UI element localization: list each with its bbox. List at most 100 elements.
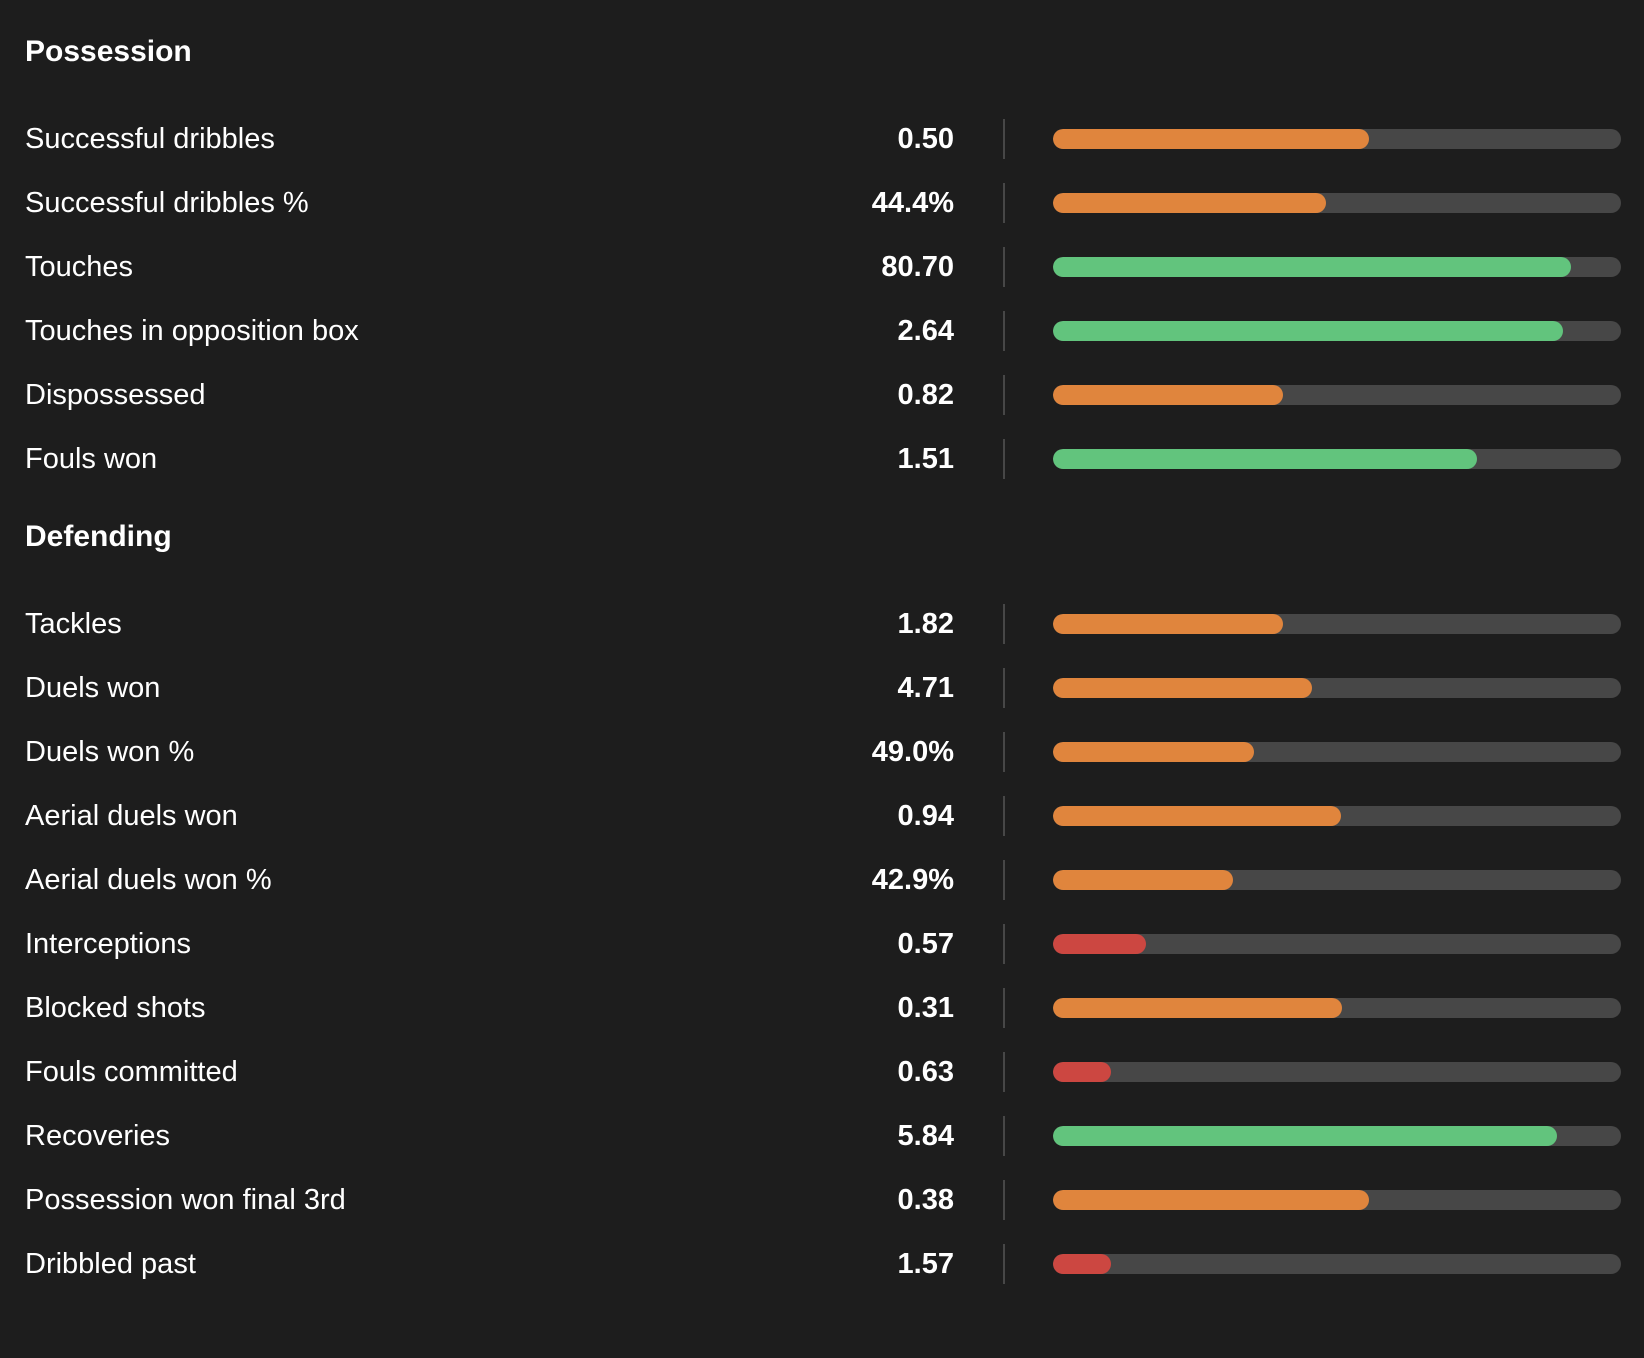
percentile-bar-fill-high xyxy=(1053,321,1564,341)
stat-label: Successful dribbles % xyxy=(25,187,309,219)
percentile-bar-track xyxy=(1053,614,1621,634)
stat-label: Fouls won xyxy=(25,443,158,475)
column-divider xyxy=(1003,1116,1005,1156)
stat-row-dribbled-past: Dribbled past 1.57 xyxy=(0,1232,1644,1296)
stat-label: Fouls committed xyxy=(25,1056,238,1088)
stat-label: Aerial duels won % xyxy=(25,864,272,896)
stat-row-blocked-shots: Blocked shots 0.31 xyxy=(0,976,1644,1040)
stat-value: 0.57 xyxy=(897,928,954,960)
stat-row-touches-in-opposition-box: Touches in opposition box 2.64 xyxy=(0,299,1644,363)
percentile-bar-fill-high xyxy=(1053,1126,1557,1146)
stat-label: Dribbled past xyxy=(25,1248,196,1280)
stat-value: 49.0% xyxy=(871,736,954,768)
percentile-bar-fill-mid xyxy=(1053,678,1312,698)
percentile-bar-track xyxy=(1053,870,1621,890)
stat-row-fouls-won: Fouls won 1.51 xyxy=(0,427,1644,491)
stat-row-fouls-committed: Fouls committed 0.63 xyxy=(0,1040,1644,1104)
section-title-defending: Defending xyxy=(25,520,172,553)
stat-label: Duels won xyxy=(25,672,161,704)
column-divider xyxy=(1003,1180,1005,1220)
percentile-bar-fill-high xyxy=(1053,449,1477,469)
stat-value: 4.71 xyxy=(897,672,954,704)
stat-value: 0.38 xyxy=(897,1184,954,1216)
stat-value: 1.51 xyxy=(897,443,954,475)
percentile-bar-fill-low xyxy=(1053,1062,1111,1082)
column-divider xyxy=(1003,796,1005,836)
stat-row-duels-won: Duels won 4.71 xyxy=(0,656,1644,720)
percentile-bar-track xyxy=(1053,193,1621,213)
stat-value: 5.84 xyxy=(897,1120,954,1152)
stat-value: 0.31 xyxy=(897,992,954,1024)
column-divider xyxy=(1003,924,1005,964)
stat-label: Possession won final 3rd xyxy=(25,1184,346,1216)
stat-value: 44.4% xyxy=(871,187,954,219)
column-divider xyxy=(1003,247,1005,287)
column-divider xyxy=(1003,732,1005,772)
column-divider xyxy=(1003,604,1005,644)
percentile-bar-track xyxy=(1053,806,1621,826)
column-divider xyxy=(1003,668,1005,708)
stat-value: 2.64 xyxy=(897,315,954,347)
percentile-bar-track xyxy=(1053,998,1621,1018)
percentile-bar-fill-mid xyxy=(1053,385,1284,405)
stat-label: Blocked shots xyxy=(25,992,206,1024)
stat-row-dispossessed: Dispossessed 0.82 xyxy=(0,363,1644,427)
stat-label: Successful dribbles xyxy=(25,123,275,155)
percentile-bar-track xyxy=(1053,1126,1621,1146)
stat-row-tackles: Tackles 1.82 xyxy=(0,592,1644,656)
column-divider xyxy=(1003,1052,1005,1092)
stat-label: Dispossessed xyxy=(25,379,206,411)
stat-label: Recoveries xyxy=(25,1120,171,1152)
column-divider xyxy=(1003,183,1005,223)
percentile-bar-track xyxy=(1053,934,1621,954)
stat-row-touches: Touches 80.70 xyxy=(0,235,1644,299)
stat-label: Tackles xyxy=(25,608,122,640)
column-divider xyxy=(1003,1244,1005,1284)
percentile-bar-fill-mid xyxy=(1053,614,1284,634)
percentile-bar-track xyxy=(1053,385,1621,405)
stat-row-recoveries: Recoveries 5.84 xyxy=(0,1104,1644,1168)
column-divider xyxy=(1003,860,1005,900)
stat-value: 0.63 xyxy=(897,1056,954,1088)
stat-row-interceptions: Interceptions 0.57 xyxy=(0,912,1644,976)
percentile-bar-track xyxy=(1053,1190,1621,1210)
stat-label: Aerial duels won xyxy=(25,800,238,832)
percentile-bar-track xyxy=(1053,257,1621,277)
percentile-bar-track xyxy=(1053,742,1621,762)
stat-row-possession-won-final-3rd: Possession won final 3rd 0.38 xyxy=(0,1168,1644,1232)
percentile-bar-fill-mid xyxy=(1053,806,1341,826)
column-divider xyxy=(1003,375,1005,415)
stat-row-duels-won-pct: Duels won % 49.0% xyxy=(0,720,1644,784)
column-divider xyxy=(1003,119,1005,159)
percentile-bar-fill-mid xyxy=(1053,998,1342,1018)
stat-row-aerial-duels-won: Aerial duels won 0.94 xyxy=(0,784,1644,848)
percentile-bar-track xyxy=(1053,1062,1621,1082)
percentile-bar-fill-mid xyxy=(1053,129,1369,149)
stat-row-successful-dribbles-pct: Successful dribbles % 44.4% xyxy=(0,171,1644,235)
stat-label: Touches in opposition box xyxy=(25,315,359,347)
percentile-bar-track xyxy=(1053,321,1621,341)
percentile-bar-fill-mid xyxy=(1053,870,1234,890)
percentile-bar-fill-low xyxy=(1053,934,1147,954)
stat-row-successful-dribbles: Successful dribbles 0.50 xyxy=(0,107,1644,171)
percentile-bar-track xyxy=(1053,678,1621,698)
stat-value: 1.82 xyxy=(897,608,954,640)
column-divider xyxy=(1003,988,1005,1028)
percentile-bar-track xyxy=(1053,1254,1621,1274)
stat-row-aerial-duels-won-pct: Aerial duels won % 42.9% xyxy=(0,848,1644,912)
stat-value: 1.57 xyxy=(897,1248,954,1280)
column-divider xyxy=(1003,439,1005,479)
percentile-bar-fill-high xyxy=(1053,257,1572,277)
percentile-bar-fill-mid xyxy=(1053,193,1327,213)
percentile-bar-fill-mid xyxy=(1053,742,1255,762)
stat-label: Duels won % xyxy=(25,736,195,768)
stat-value: 80.70 xyxy=(881,251,954,283)
percentile-bar-track xyxy=(1053,129,1621,149)
stat-value: 0.82 xyxy=(897,379,954,411)
section-title-possession: Possession xyxy=(25,35,192,68)
stat-label: Interceptions xyxy=(25,928,192,960)
percentile-bar-fill-low xyxy=(1053,1254,1111,1274)
column-divider xyxy=(1003,311,1005,351)
stat-value: 0.50 xyxy=(897,123,954,155)
stat-value: 42.9% xyxy=(871,864,954,896)
